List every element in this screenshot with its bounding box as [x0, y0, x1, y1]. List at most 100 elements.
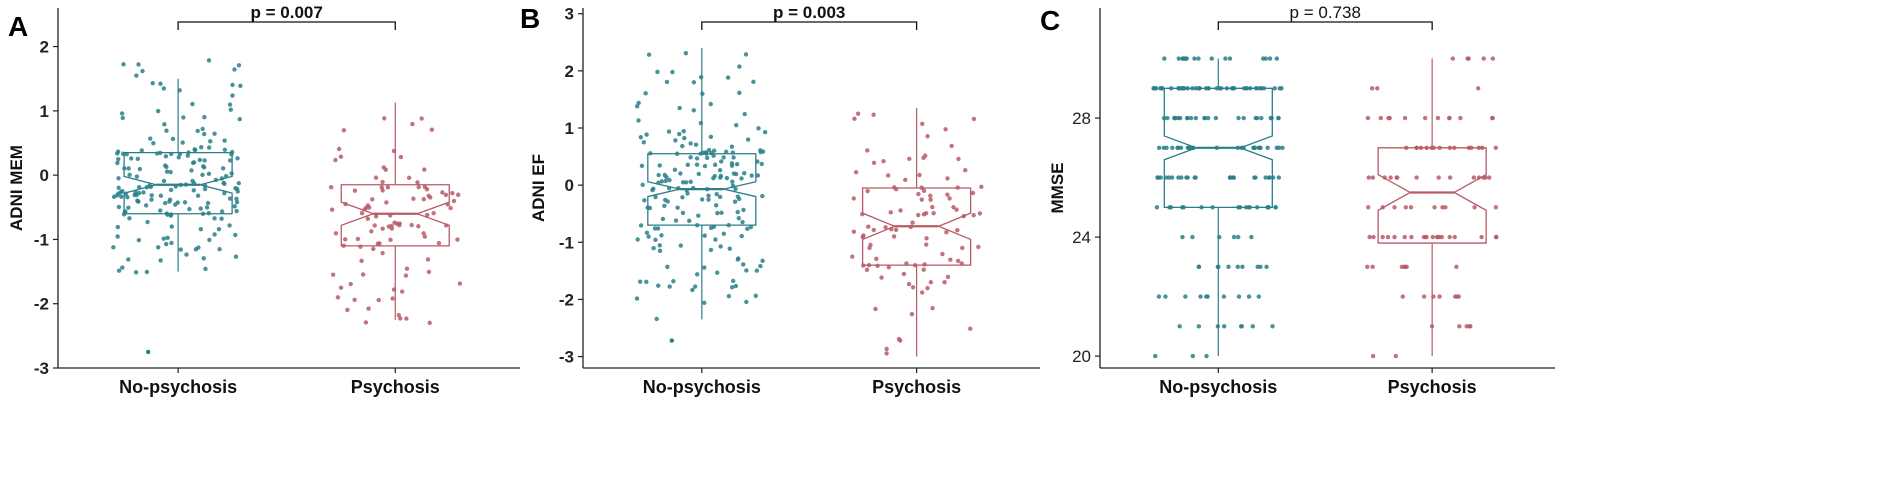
data-point: [717, 168, 723, 173]
data-point: [731, 171, 737, 176]
data-point: [1221, 294, 1227, 299]
data-point: [971, 116, 977, 122]
data-point: [1402, 115, 1408, 121]
data-point: [111, 194, 117, 200]
data-point: [187, 206, 192, 212]
p-value-label: p = 0.007: [251, 3, 323, 22]
data-point: [713, 237, 718, 242]
data-point: [165, 212, 170, 217]
data-point: [456, 192, 461, 197]
data-point: [665, 264, 670, 270]
data-point: [208, 139, 213, 144]
data-point: [723, 149, 729, 155]
data-point: [636, 118, 641, 123]
data-point: [1248, 86, 1253, 91]
data-point: [125, 194, 130, 200]
data-point: [912, 262, 918, 268]
data-point: [1192, 175, 1197, 180]
data-point: [1447, 234, 1452, 240]
data-point: [140, 68, 145, 74]
data-point: [634, 104, 640, 109]
data-point: [168, 169, 173, 175]
data-point: [656, 172, 661, 178]
data-point: [685, 191, 690, 196]
data-point: [190, 178, 195, 184]
data-point: [1236, 115, 1241, 121]
data-point: [203, 266, 208, 272]
data-point: [338, 154, 344, 159]
box-psychosis: [1377, 147, 1487, 244]
data-point: [755, 173, 761, 178]
data-point: [1263, 175, 1268, 180]
y-tick-label: 2: [565, 62, 574, 81]
data-point: [388, 237, 393, 243]
data-point: [951, 204, 956, 210]
data-point: [708, 247, 714, 253]
data-point: [730, 183, 736, 188]
data-point: [422, 167, 427, 172]
data-point: [149, 197, 154, 202]
data-point: [871, 227, 877, 233]
data-point: [1177, 324, 1182, 329]
data-point: [884, 351, 889, 356]
data-point: [740, 219, 745, 225]
data-point: [1493, 145, 1498, 151]
data-point: [1468, 324, 1473, 329]
data-point: [1437, 294, 1442, 299]
data-point: [419, 116, 424, 121]
data-point: [1240, 264, 1245, 270]
p-value-label: p = 0.738: [1290, 3, 1361, 22]
data-point: [206, 211, 211, 216]
data-point: [164, 128, 169, 133]
data-point: [724, 175, 730, 181]
data-point: [867, 245, 872, 251]
data-point: [382, 116, 387, 121]
data-point: [1264, 264, 1269, 270]
data-point: [688, 155, 693, 160]
data-point: [692, 284, 698, 289]
panel-letter: B: [520, 3, 540, 34]
data-point: [648, 151, 653, 156]
panel-c: C 20 24 28 MMSE No-psychosis Psychosis p = 0.73…: [1040, 3, 1555, 397]
data-point: [398, 154, 404, 160]
data-point: [198, 206, 203, 211]
data-point: [976, 244, 981, 250]
data-point: [336, 146, 342, 152]
data-point: [949, 143, 954, 149]
data-point: [731, 155, 736, 160]
data-point: [227, 158, 233, 163]
data-point: [222, 138, 227, 143]
data-point: [158, 258, 163, 263]
data-point: [727, 246, 732, 251]
data-point: [144, 269, 150, 275]
data-point: [158, 208, 163, 213]
data-point: [1178, 115, 1183, 121]
data-point: [1169, 175, 1175, 180]
data-point: [1479, 234, 1484, 240]
data-point: [202, 158, 207, 163]
outlier-point: [145, 349, 151, 355]
data-point: [450, 190, 455, 196]
data-point: [971, 212, 976, 218]
data-point: [665, 199, 670, 204]
data-point: [1189, 145, 1194, 151]
data-point: [229, 171, 234, 176]
data-point: [655, 226, 661, 231]
data-point: [116, 268, 122, 273]
data-point: [1475, 86, 1481, 91]
data-point: [1179, 175, 1184, 180]
data-point: [714, 192, 719, 197]
data-point: [121, 212, 127, 217]
data-point: [1161, 115, 1167, 121]
data-point: [1167, 205, 1172, 210]
data-point: [440, 190, 445, 195]
data-point: [1205, 115, 1211, 121]
data-point: [735, 209, 740, 215]
data-point: [341, 243, 346, 248]
data-point: [162, 200, 168, 206]
data-point: [1277, 86, 1282, 91]
data-point: [898, 208, 903, 213]
x-category-label: Psychosis: [872, 377, 961, 397]
data-point: [655, 69, 660, 75]
data-point: [133, 270, 139, 275]
